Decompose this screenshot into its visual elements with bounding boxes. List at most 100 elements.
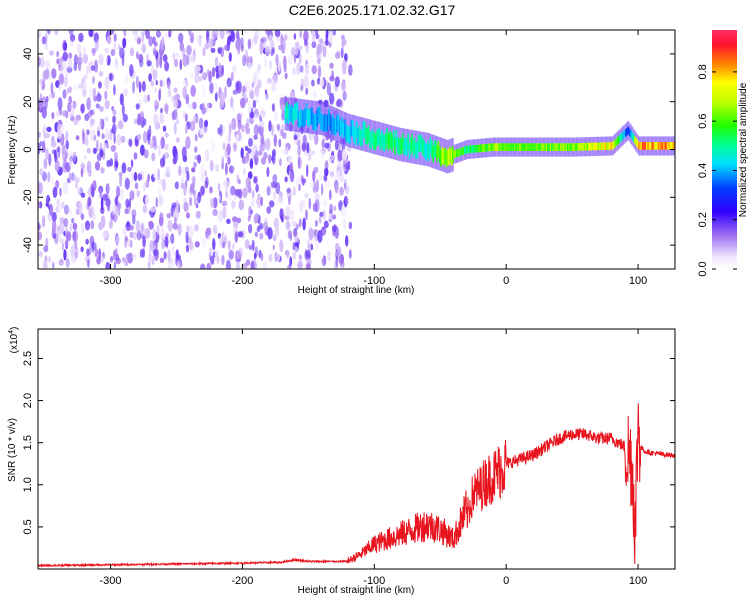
spectrogram-signal-cell bbox=[406, 139, 408, 156]
spectrogram-noise-cell bbox=[266, 77, 273, 84]
spectrogram-noise-cell bbox=[131, 209, 137, 219]
spectrogram-signal-cell bbox=[647, 142, 649, 150]
spectrogram-noise-cell bbox=[341, 41, 345, 49]
spectrogram-noise-cell bbox=[90, 65, 96, 71]
spectrogram-signal-cell bbox=[657, 142, 660, 150]
spectrogram-signal-cell bbox=[413, 137, 416, 155]
spectrogram-noise-cell bbox=[49, 203, 54, 216]
spectrogram-signal-cell bbox=[386, 128, 388, 145]
spectrogram-noise-cell bbox=[292, 251, 297, 261]
spectrogram-noise-cell bbox=[149, 240, 154, 252]
spectrogram-signal-cell bbox=[354, 128, 357, 146]
spectrogram-noise-cell bbox=[159, 157, 165, 168]
spectrogram-signal-cell bbox=[565, 143, 568, 151]
spectrogram-noise-cell bbox=[315, 241, 320, 250]
spectrogram-noise-cell bbox=[191, 167, 196, 173]
spectrogram-noise-cell bbox=[247, 148, 252, 154]
spectrogram-noise-cell bbox=[248, 223, 253, 234]
spectrogram-noise-cell bbox=[271, 103, 275, 112]
snr-background bbox=[38, 329, 675, 569]
spectrogram-noise-cell bbox=[227, 156, 231, 165]
spectrogram-noise-cell bbox=[159, 114, 165, 125]
spectrogram-signal-cell bbox=[648, 142, 651, 150]
spectrogram-noise-cell bbox=[293, 227, 298, 237]
spectrogram-noise-cell bbox=[160, 136, 165, 149]
spectrogram-noise-cell bbox=[180, 182, 185, 190]
spectrogram-noise-cell bbox=[104, 76, 110, 90]
spectrogram-noise-cell bbox=[279, 99, 285, 111]
spectrogram-noise-cell bbox=[293, 135, 298, 141]
spectrogram-noise-cell bbox=[243, 168, 246, 176]
spectrogram-signal-cell bbox=[659, 142, 661, 150]
spectrogram-noise-cell bbox=[297, 156, 301, 170]
spectrogram-signal-cell bbox=[524, 143, 527, 151]
spectrogram-signal-cell bbox=[553, 143, 556, 151]
spectrogram-noise-cell bbox=[188, 226, 194, 239]
spectrogram-signal-cell bbox=[620, 133, 623, 141]
snr-multiplier-exp: 4 bbox=[8, 330, 15, 334]
spectrogram-noise-cell bbox=[81, 222, 84, 234]
spectrogram-noise-cell bbox=[214, 56, 219, 66]
snr-x-axis-label: Height of straight line (km) bbox=[298, 585, 415, 596]
spectrogram-signal-cell bbox=[437, 141, 440, 158]
spectrogram-noise-cell bbox=[227, 192, 232, 202]
spectrogram-noise-cell bbox=[42, 260, 48, 269]
spectrogram-noise-cell bbox=[124, 177, 130, 190]
spectrogram-noise-cell bbox=[129, 47, 135, 57]
colorbar-tick-label: 0.4 bbox=[697, 163, 709, 178]
spectrogram-noise-cell bbox=[331, 225, 337, 233]
spectrogram-noise-cell bbox=[311, 41, 317, 49]
spectrogram-noise-cell bbox=[257, 193, 261, 200]
spectrogram-noise-cell bbox=[328, 189, 332, 201]
spectrogram-noise-cell bbox=[271, 124, 274, 137]
spectrogram-signal-cell bbox=[383, 134, 386, 152]
spectrogram-signal-cell bbox=[367, 125, 370, 143]
spectrogram-noise-cell bbox=[191, 176, 196, 183]
spectrogram-noise-cell bbox=[54, 30, 59, 36]
spectrogram-noise-cell bbox=[175, 249, 179, 260]
spectrogram-signal-cell bbox=[438, 146, 441, 164]
spectrogram-signal-cell bbox=[494, 143, 496, 151]
spectrogram-noise-cell bbox=[100, 220, 104, 229]
spectrogram-noise-cell bbox=[86, 97, 91, 111]
spectrogram-noise-cell bbox=[305, 250, 311, 259]
spectrogram-signal-cell bbox=[611, 142, 614, 150]
spectrogram-noise-cell bbox=[189, 32, 195, 44]
spectrogram-noise-cell bbox=[45, 96, 49, 103]
spectrogram-noise-cell bbox=[171, 202, 177, 208]
spectrogram-signal-cell bbox=[340, 120, 342, 137]
spectrogram-noise-cell bbox=[336, 98, 342, 107]
spectrogram-signal-cell bbox=[653, 142, 656, 150]
spectrogram-noise-cell bbox=[210, 197, 215, 209]
spectrogram-noise-cell bbox=[155, 30, 162, 38]
spectrogram-noise-cell bbox=[112, 109, 117, 116]
spectrogram-noise-cell bbox=[123, 30, 127, 37]
spectrogram-noise-cell bbox=[133, 152, 138, 160]
spectrogram-noise-cell bbox=[160, 108, 163, 114]
spectrogram-noise-cell bbox=[166, 212, 171, 219]
spectrogram-noise-cell bbox=[47, 171, 51, 183]
spectrogram-noise-cell bbox=[152, 69, 158, 81]
spectrogram-noise-cell bbox=[100, 167, 105, 174]
spectrogram-noise-cell bbox=[217, 47, 222, 54]
spectrogram-signal-cell bbox=[614, 139, 616, 148]
spectrogram-noise-cell bbox=[324, 160, 329, 170]
spectrogram-signal-cell bbox=[636, 140, 639, 148]
spectrogram-signal-cell bbox=[347, 126, 350, 144]
spectrogram-noise-cell bbox=[116, 134, 122, 146]
spectrogram-noise-cell bbox=[217, 194, 221, 201]
spectrogram-signal-cell bbox=[380, 130, 383, 148]
spectrogram-signal-cell bbox=[378, 128, 380, 145]
spectrogram-signal-cell bbox=[631, 132, 634, 140]
spectrogram-noise-cell bbox=[284, 72, 288, 80]
spectrogram-noise-cell bbox=[292, 67, 296, 76]
spectrogram-noise-cell bbox=[282, 214, 286, 220]
spectrogram-noise-cell bbox=[170, 233, 175, 245]
spectrogram-noise-cell bbox=[329, 155, 336, 161]
spectrogram-noise-cell bbox=[292, 242, 295, 251]
spectrogram-noise-cell bbox=[343, 178, 348, 184]
spectrogram-noise-cell bbox=[322, 199, 328, 207]
spectrogram-signal-cell bbox=[435, 140, 437, 157]
spectrogram-signal-cell bbox=[664, 142, 667, 150]
